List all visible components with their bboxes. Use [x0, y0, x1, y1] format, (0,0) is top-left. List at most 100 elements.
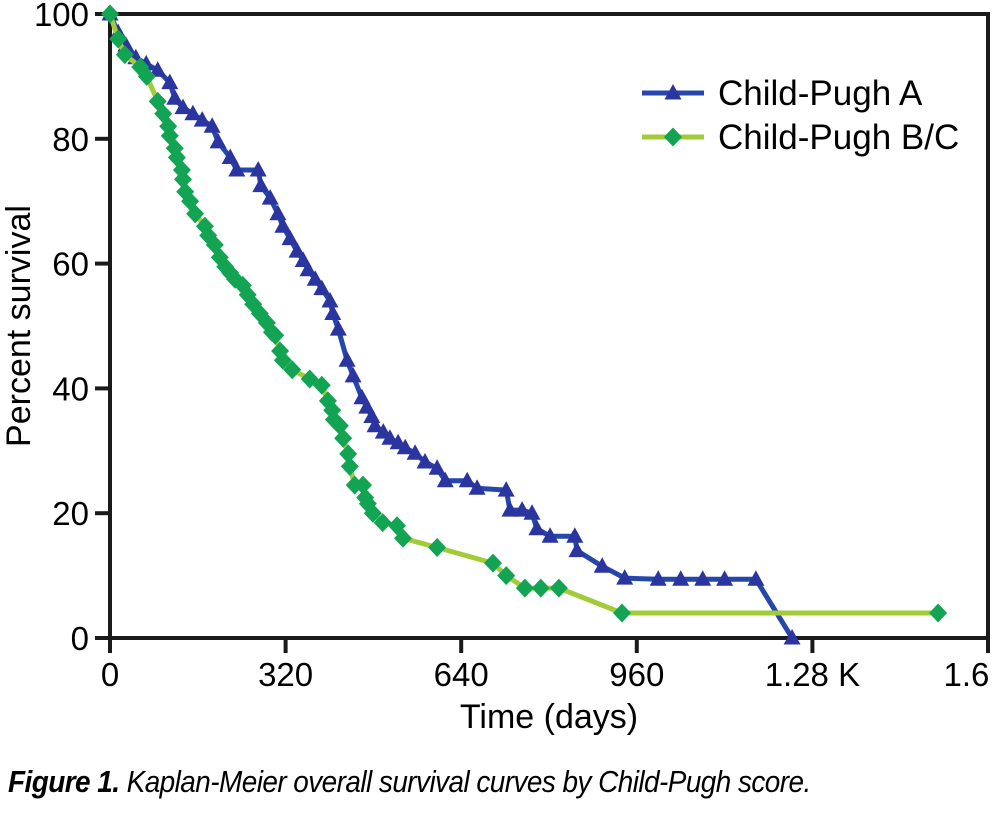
diamond-marker [238, 285, 257, 305]
diamond-marker [497, 566, 516, 586]
triangle-marker [306, 270, 324, 286]
triangle-marker [528, 519, 546, 536]
x-axis-tick-label: 1.28 K [765, 656, 860, 693]
triangle-marker [299, 260, 317, 277]
triangle-marker [274, 217, 292, 233]
diamond-marker [334, 428, 353, 448]
y-axis-tick-label: 40 [52, 370, 89, 407]
triangle-marker [568, 541, 586, 558]
diamond-marker [312, 375, 331, 395]
triangle-marker [313, 279, 331, 296]
diamond-marker [266, 325, 285, 345]
triangle-marker [184, 104, 202, 121]
triangle-marker [249, 161, 267, 177]
diamond-marker [515, 578, 534, 598]
triangle-marker [428, 459, 446, 475]
triangle-marker [174, 98, 192, 115]
survival-chart: 0 20 40 60 80 100 0 320 640 960 1.28 K 1.6 K Time (d… [0, 0, 999, 736]
diamond-marker [273, 350, 292, 370]
triangle-marker [338, 351, 356, 367]
x-axis-tick-label: 960 [609, 656, 664, 693]
curve-line [107, 11, 795, 641]
y-axis-tick-label: 0 [71, 620, 89, 657]
diamond-marker [101, 4, 119, 24]
triangle-marker [161, 73, 179, 90]
triangle-marker [366, 416, 384, 433]
diamond-marker [339, 444, 358, 464]
triangle-marker [269, 204, 287, 221]
y-axis-tick-label: 100 [34, 0, 89, 33]
triangle-marker [523, 504, 541, 520]
legend-label: Child-Pugh A [718, 74, 923, 113]
triangle-marker [321, 292, 339, 308]
triangle-marker [406, 444, 424, 460]
legend-diamond-marker [664, 127, 682, 147]
triangle-marker [329, 320, 347, 336]
triangle-marker [209, 132, 227, 149]
triangle-marker [166, 89, 184, 105]
triangle-marker [281, 229, 299, 246]
triangle-marker [783, 629, 801, 645]
diamond-marker [549, 578, 568, 598]
triangle-marker [221, 148, 239, 164]
triangle-marker [541, 527, 559, 543]
diamond-marker [244, 294, 263, 314]
diamond-marker [613, 603, 631, 623]
triangle-marker [458, 471, 476, 488]
triangle-marker [616, 569, 634, 585]
y-axis-tick-label: 60 [52, 246, 89, 283]
y-axis: 0 20 40 60 80 100 [34, 0, 110, 657]
triangle-marker [193, 111, 211, 127]
legend: Child-Pugh A Child-Pugh B/C [642, 74, 959, 157]
triangle-marker [228, 161, 246, 177]
diamond-marker [484, 553, 502, 573]
triangle-marker [468, 479, 486, 495]
survival-curve-child-pugh-a [101, 5, 801, 645]
triangle-marker [149, 61, 167, 77]
diamond-marker [929, 603, 948, 623]
triangle-marker [716, 570, 734, 586]
triangle-marker [252, 176, 270, 193]
diamond-marker [174, 169, 192, 189]
triangle-marker [396, 438, 414, 455]
diamond-marker [428, 538, 447, 557]
triangle-marker [436, 471, 454, 488]
y-axis-title: Percent survival [0, 205, 38, 447]
triangle-marker [747, 570, 765, 586]
diamond-marker [115, 45, 134, 65]
legend-label: Child-Pugh B/C [718, 118, 959, 157]
triangle-marker [288, 242, 306, 258]
legend-item-child-pugh-b-c: Child-Pugh B/C [642, 118, 959, 157]
triangle-marker [203, 117, 221, 133]
triangle-marker [344, 366, 362, 383]
x-axis-tick-label: 640 [434, 656, 489, 693]
diamond-marker [300, 369, 319, 389]
figure-caption-text: Kaplan-Meier overall survival curves by … [119, 764, 812, 799]
diamond-marker [354, 475, 372, 495]
triangle-marker [649, 570, 667, 586]
legend-item-child-pugh-a: Child-Pugh A [642, 74, 923, 113]
diamond-marker [137, 66, 156, 86]
triangle-marker [566, 527, 584, 543]
x-axis-tick-label: 320 [258, 656, 313, 693]
diamond-marker [283, 360, 302, 380]
diamond-marker [531, 578, 550, 598]
diamond-marker [340, 456, 359, 476]
triangle-marker [593, 557, 611, 573]
diamond-marker [394, 528, 412, 548]
y-axis-tick-label: 20 [52, 495, 89, 532]
triangle-marker [261, 189, 279, 205]
x-axis-tick-label: 0 [101, 656, 119, 693]
survival-curve-child-pugh-b-c [101, 4, 948, 623]
triangle-marker [501, 501, 519, 517]
diamond-marker [109, 29, 128, 49]
triangle-marker [513, 501, 531, 517]
triangle-marker [497, 481, 515, 497]
figure-caption-label: Figure 1. [8, 764, 120, 799]
diamond-marker [363, 503, 382, 523]
triangle-marker [672, 570, 690, 586]
triangle-marker [416, 453, 434, 469]
diamond-marker [186, 204, 205, 224]
diamond-marker [373, 513, 392, 533]
